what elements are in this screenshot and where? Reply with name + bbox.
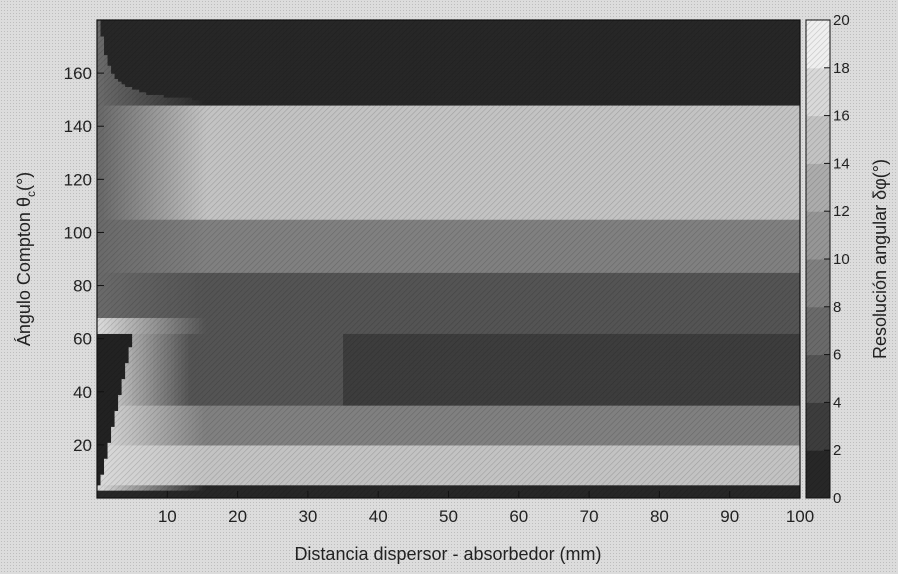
heatmap-plot: 10 20 30 40 50 60 70 80 90 100 204060801001201401… <box>64 19 814 526</box>
